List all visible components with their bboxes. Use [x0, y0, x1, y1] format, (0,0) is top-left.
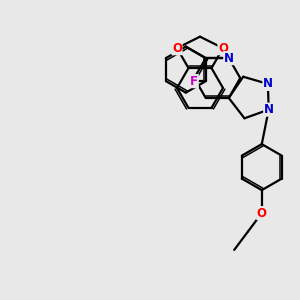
Text: N: N	[224, 52, 234, 64]
Text: O: O	[218, 42, 228, 55]
Text: F: F	[190, 75, 198, 88]
Text: O: O	[172, 42, 182, 55]
Text: N: N	[263, 77, 273, 90]
Text: N: N	[264, 103, 274, 116]
Text: O: O	[257, 207, 267, 220]
